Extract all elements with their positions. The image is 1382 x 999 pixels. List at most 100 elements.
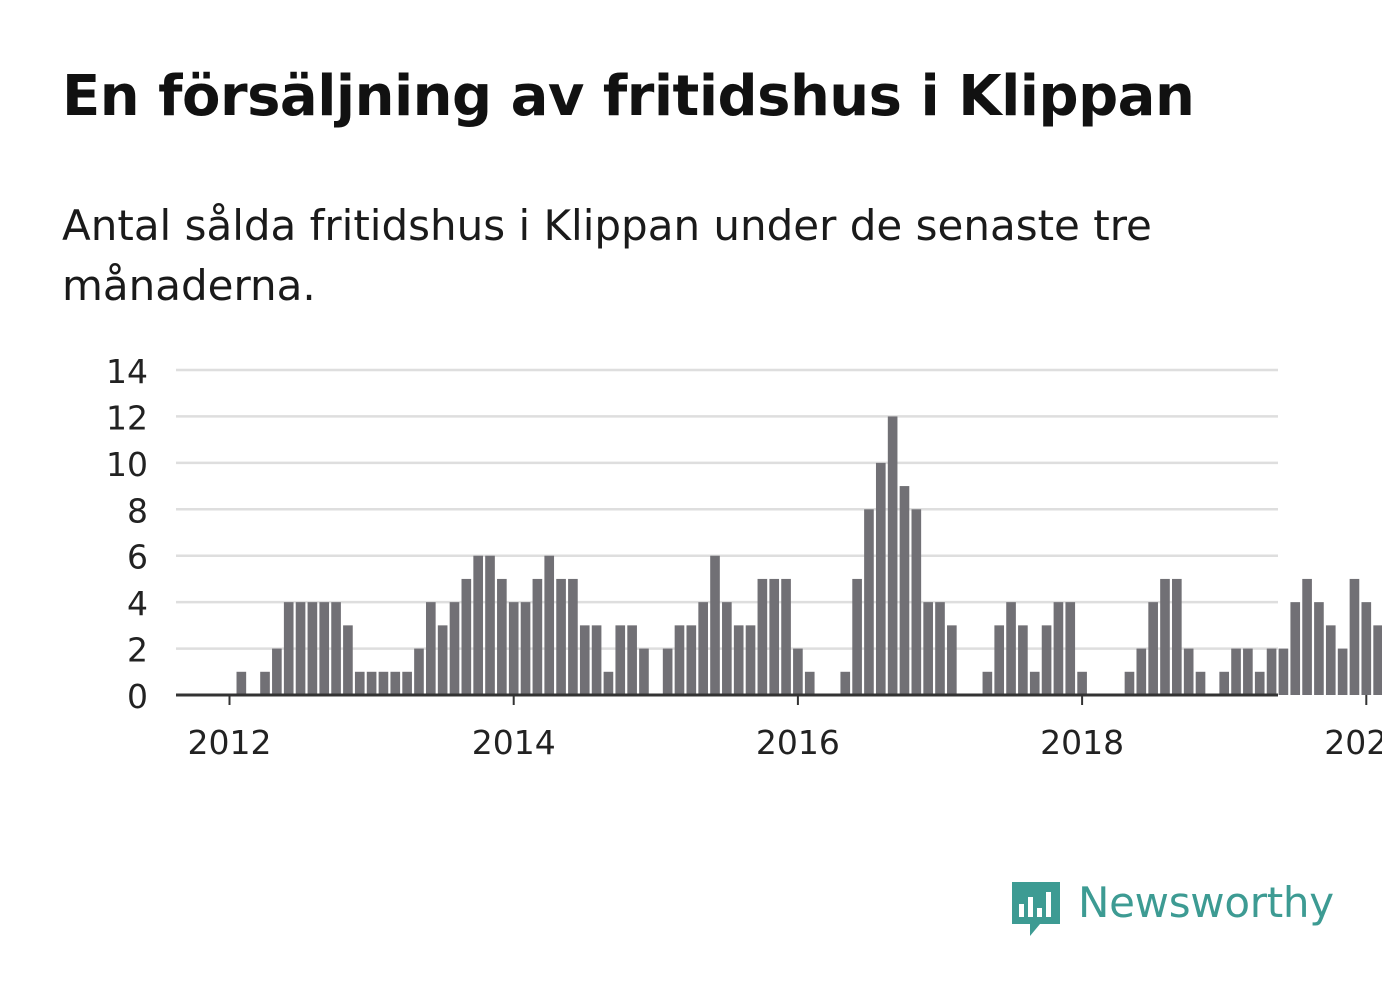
bar	[745, 625, 756, 695]
bar	[319, 602, 330, 695]
x-tick-label: 2016	[756, 723, 840, 762]
bar	[1349, 578, 1360, 695]
bar	[425, 602, 436, 695]
bar	[579, 625, 590, 695]
bar	[1148, 602, 1158, 695]
bar	[378, 671, 389, 695]
bar	[603, 671, 614, 695]
bar	[911, 509, 922, 695]
bar	[307, 602, 318, 695]
bar	[1278, 648, 1289, 695]
bar	[508, 602, 519, 695]
bar	[1231, 648, 1241, 695]
x-tick-label: 2018	[1040, 723, 1124, 762]
gridlines	[176, 368, 1278, 650]
bar	[1029, 671, 1040, 695]
bar	[875, 462, 886, 695]
bar	[793, 648, 803, 695]
bar	[485, 555, 495, 695]
bar	[1302, 578, 1312, 695]
chart-subtitle: Antal sålda fritidshus i Klippan under d…	[62, 201, 1152, 310]
bar	[1361, 602, 1372, 695]
bar	[1160, 578, 1170, 695]
bar	[662, 648, 673, 695]
bar	[1314, 602, 1324, 695]
bar	[781, 578, 791, 695]
bar	[236, 671, 247, 695]
bar	[272, 648, 282, 695]
bar	[260, 671, 270, 695]
bar	[343, 625, 353, 695]
x-tick-label: 2014	[472, 723, 556, 762]
bar	[520, 602, 531, 695]
bar	[1219, 671, 1230, 695]
bar	[982, 671, 993, 695]
bar	[899, 486, 910, 695]
bar	[1290, 602, 1301, 695]
bars	[236, 416, 1382, 695]
bar	[1183, 648, 1194, 695]
bar	[1124, 671, 1135, 695]
bar	[769, 578, 780, 695]
bar	[283, 602, 294, 695]
bar	[947, 625, 957, 695]
chart-title: En försäljning av fritidshus i Klippan	[62, 64, 1195, 129]
bar	[757, 578, 768, 695]
bar	[852, 578, 862, 695]
bar	[733, 625, 744, 695]
bar	[639, 648, 649, 695]
bar	[1195, 671, 1206, 695]
bar	[556, 578, 566, 695]
bar	[1053, 602, 1064, 695]
y-tick-label: 14	[106, 352, 148, 391]
bar	[1243, 648, 1253, 695]
y-tick-label: 0	[127, 677, 148, 716]
bar	[615, 625, 626, 695]
bar	[366, 671, 377, 695]
bar	[1266, 648, 1277, 695]
bar	[1337, 648, 1348, 695]
newsworthy-logo-icon	[1012, 882, 1060, 936]
bar	[390, 671, 401, 695]
bar	[295, 602, 306, 695]
bar	[354, 671, 365, 695]
y-tick-label: 2	[127, 631, 148, 670]
bar	[1136, 648, 1147, 695]
bar	[1006, 602, 1016, 695]
y-tick-label: 10	[106, 445, 148, 484]
bar	[1172, 578, 1182, 695]
axes: 0246810121412012201420162018202020222024…	[106, 352, 1382, 762]
bar	[414, 648, 424, 695]
y-tick-label: 8	[127, 491, 148, 530]
bar	[1041, 625, 1052, 695]
bar	[497, 578, 507, 695]
bar	[864, 509, 874, 695]
bar	[1077, 671, 1087, 695]
brand-name: Newsworthy	[1078, 878, 1334, 927]
bar	[887, 416, 898, 695]
bar	[698, 602, 708, 695]
bar	[722, 602, 732, 695]
bar	[1018, 625, 1028, 695]
bar	[840, 671, 851, 695]
x-tick-label: 2020	[1324, 723, 1382, 762]
bar	[568, 578, 578, 695]
bar	[686, 625, 697, 695]
bar	[437, 625, 448, 695]
bar	[627, 625, 637, 695]
bar	[804, 671, 815, 695]
x-tick-label: 2012	[188, 723, 272, 762]
bar	[473, 555, 483, 695]
y-tick-label: 4	[127, 584, 148, 623]
y-tick-label: 6	[127, 538, 148, 577]
bar	[449, 602, 460, 695]
bar	[994, 625, 1005, 695]
bar	[1373, 625, 1382, 695]
bar	[1065, 602, 1076, 695]
bar	[935, 602, 945, 695]
bar	[1325, 625, 1336, 695]
bar	[544, 555, 555, 695]
bar	[923, 602, 933, 695]
bar	[710, 555, 720, 695]
